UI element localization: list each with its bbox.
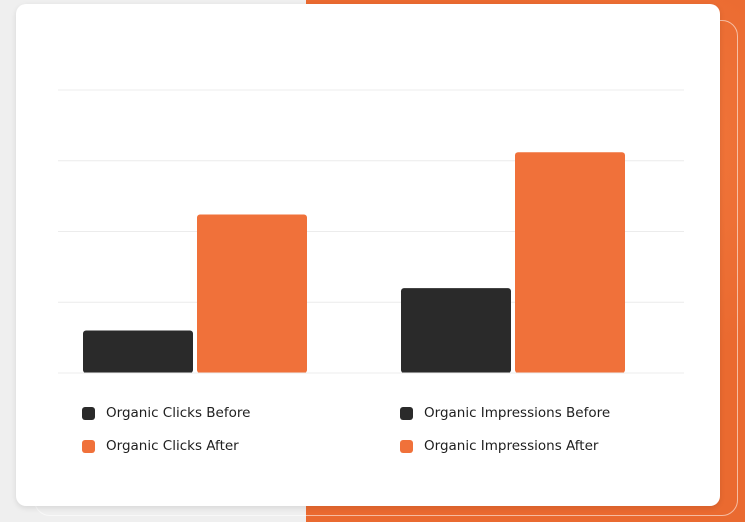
legend-label-clicks-before: Organic Clicks Before (106, 405, 251, 421)
chart-card: Organic Clicks Before Organic Impression… (16, 4, 720, 506)
legend-swatch-impressions-after (400, 439, 413, 453)
legend-swatch-impressions-before (400, 406, 413, 420)
legend-label-impressions-before: Organic Impressions Before (424, 405, 611, 421)
legend-item-impressions-before: Organic Impressions Before (400, 403, 610, 423)
bar-organic-clicks-before (83, 330, 193, 373)
bar-chart (58, 89, 684, 374)
legend-swatch-clicks-before (82, 406, 95, 420)
legend-item-clicks-after: Organic Clicks After (82, 436, 239, 456)
legend-item-clicks-before: Organic Clicks Before (82, 403, 250, 423)
legend-item-impressions-after: Organic Impressions After (400, 436, 598, 456)
legend-label-impressions-after: Organic Impressions After (424, 438, 599, 454)
bar-organic-clicks-after (197, 214, 307, 373)
legend-label-clicks-after: Organic Clicks After (106, 438, 239, 454)
legend-swatch-clicks-after (82, 439, 95, 453)
bar-organic-impressions-after (515, 152, 625, 373)
bar-organic-impressions-before (401, 288, 511, 373)
chart-legend: Organic Clicks Before Organic Impression… (16, 4, 720, 506)
